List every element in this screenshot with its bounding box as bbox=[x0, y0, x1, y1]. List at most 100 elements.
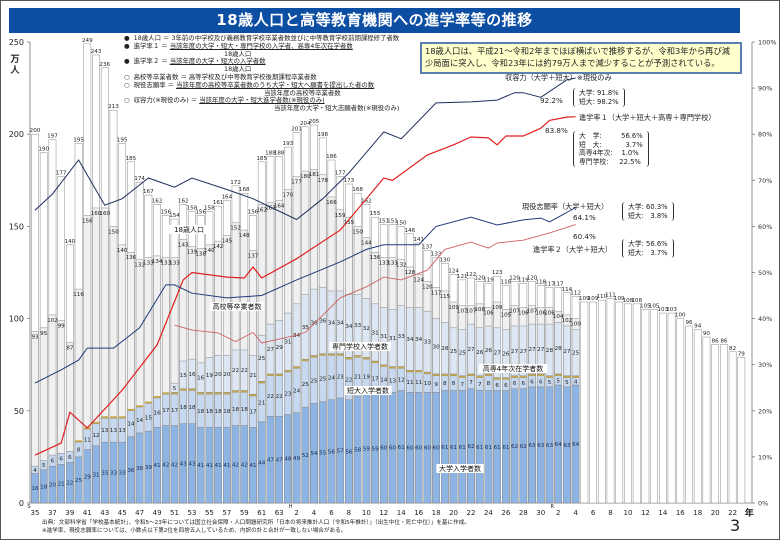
label-junior-college: 18 bbox=[232, 407, 240, 413]
bar-vocational bbox=[205, 357, 214, 393]
legend-term: 現役志願率 bbox=[133, 80, 166, 89]
bar-vocational bbox=[284, 312, 292, 371]
definitions-legend: ● 18歳人口 ＝ 3年前の中学校及び義務教育学校卒業者数並びに中等教育学校前期… bbox=[124, 34, 399, 113]
label-population: 168 bbox=[352, 187, 363, 193]
label-hs-grads: 100 bbox=[570, 322, 581, 328]
bar-vocational bbox=[310, 288, 318, 356]
legend-denominator: 18歳人口 bbox=[224, 65, 252, 74]
label-hs-grads: 95 bbox=[40, 331, 48, 337]
label-hs-grads: 155 bbox=[344, 220, 355, 226]
label-university: 61 bbox=[459, 445, 467, 451]
label-population: 204 bbox=[300, 121, 311, 127]
label-population: 146 bbox=[405, 228, 416, 234]
bar-population bbox=[589, 301, 597, 504]
right-tick-label: 20% bbox=[758, 407, 772, 415]
bar-vocational bbox=[406, 307, 414, 371]
bar-population bbox=[693, 329, 702, 504]
bar-junior-college bbox=[170, 393, 179, 426]
label-hs-grads: 106 bbox=[483, 311, 494, 317]
label-university: 64 bbox=[572, 442, 580, 448]
summary-callout: 18歳人口は、平成21～令和2年までほぼ横ばいで推移するが、令和3年から再び減 … bbox=[420, 42, 742, 74]
x-tick-label: 51 bbox=[170, 509, 179, 517]
label-hs-grads: 160 bbox=[99, 211, 110, 217]
right-tick-label: 50% bbox=[758, 269, 772, 277]
right-tick-label: 10% bbox=[758, 453, 772, 461]
label-junior-college: 23 bbox=[337, 375, 345, 381]
label-population: 82 bbox=[729, 346, 736, 352]
bar-vocational bbox=[275, 320, 284, 375]
label-vocational: 31 bbox=[380, 334, 388, 340]
label-junior-college: 6 bbox=[522, 381, 526, 387]
label-population: 90 bbox=[703, 331, 711, 337]
bar-kosen bbox=[293, 366, 301, 369]
label-population: 190 bbox=[38, 147, 49, 153]
label-population: 151 bbox=[387, 219, 398, 225]
x-tick-label: 8 bbox=[608, 509, 612, 517]
bar-vocational bbox=[301, 294, 310, 360]
label-hs-grads: 166 bbox=[326, 200, 337, 206]
label-population: 197 bbox=[47, 134, 58, 140]
label-junior-college: 14 bbox=[127, 422, 135, 428]
right-tick-label: 0% bbox=[758, 500, 768, 508]
label-population: 161 bbox=[213, 200, 224, 206]
bar-junior-college bbox=[327, 355, 336, 400]
label-junior-college: 6 bbox=[59, 457, 63, 463]
bar-kosen bbox=[101, 416, 109, 419]
x-era-label: R bbox=[550, 504, 554, 510]
label-population: 122 bbox=[466, 272, 477, 278]
label-vocational: 5 bbox=[173, 386, 177, 392]
label-university: 63 bbox=[546, 443, 554, 449]
bar-kosen bbox=[572, 375, 580, 378]
label-hs-grads: 150 bbox=[108, 229, 119, 235]
label-junior-college: 4 bbox=[574, 379, 578, 385]
label-population: 156 bbox=[160, 209, 171, 215]
bar-vocational bbox=[397, 305, 406, 367]
label-vocational: 31 bbox=[389, 336, 397, 342]
bar-kosen bbox=[528, 373, 536, 376]
line-capacity bbox=[34, 77, 576, 221]
label-university: 41 bbox=[197, 463, 205, 469]
legend-equals: ＝ bbox=[190, 96, 198, 105]
label-junior-college: 5 bbox=[556, 378, 560, 384]
label-junior-college: 18 bbox=[197, 409, 205, 415]
x-tick-label: 26 bbox=[501, 509, 510, 517]
label-hs-grads: 152 bbox=[230, 226, 241, 232]
x-tick-label: 4 bbox=[573, 509, 578, 517]
label-population: 205 bbox=[309, 119, 320, 125]
bar-vocational bbox=[179, 360, 188, 389]
label-university: 33 bbox=[101, 471, 109, 477]
left-axis-unit-2: 人 bbox=[9, 64, 20, 76]
bar-vocational bbox=[327, 290, 336, 354]
label-population: 141 bbox=[413, 237, 424, 243]
label-population: 156 bbox=[195, 209, 206, 215]
x-tick-label: 45 bbox=[118, 509, 127, 517]
label-university: 60 bbox=[380, 446, 388, 452]
label-hs-grads: 102 bbox=[562, 318, 573, 324]
label-series-university: 大学入学者数 bbox=[439, 464, 481, 473]
label-series-population-bg bbox=[169, 225, 209, 234]
label-university: 38 bbox=[136, 466, 144, 472]
label-hs-grads: 163 bbox=[265, 205, 276, 211]
label-vocational: 34 bbox=[415, 337, 423, 343]
bar-kosen bbox=[415, 370, 423, 373]
label-hs-grads: 106 bbox=[518, 311, 529, 317]
legend-row: ● 進学率１ ＝ 当該年度の大学・短大・専門学校の入学者、高専4年次在学者数 bbox=[124, 42, 399, 51]
bar-vocational bbox=[249, 355, 257, 395]
line-rate1 bbox=[34, 116, 576, 456]
label-hs-grads: 133 bbox=[160, 261, 171, 267]
label-junior-college: 8 bbox=[487, 381, 491, 387]
label-junior-college: 18 bbox=[180, 405, 188, 411]
bar-vocational bbox=[196, 362, 205, 393]
label-junior-college: 16 bbox=[154, 411, 162, 417]
label-junior-college: 8 bbox=[77, 448, 81, 454]
bar-kosen bbox=[476, 375, 484, 378]
legend-row: ○ 高校等卒業者数 ＝ 高等学校及び中等教育学校後期課程卒業者数 bbox=[124, 73, 399, 82]
label-university: 62 bbox=[520, 444, 527, 450]
bar-population bbox=[597, 299, 606, 504]
label-university: 21 bbox=[58, 482, 66, 488]
capacity-breakdown: 大学: 91.8% 短大: 98.2% bbox=[573, 88, 625, 108]
label-vocational: 26 bbox=[502, 352, 510, 358]
label-hs-grads: 132 bbox=[396, 263, 407, 269]
label-junior-college: 6 bbox=[68, 455, 72, 461]
label-university: 44 bbox=[258, 460, 266, 466]
